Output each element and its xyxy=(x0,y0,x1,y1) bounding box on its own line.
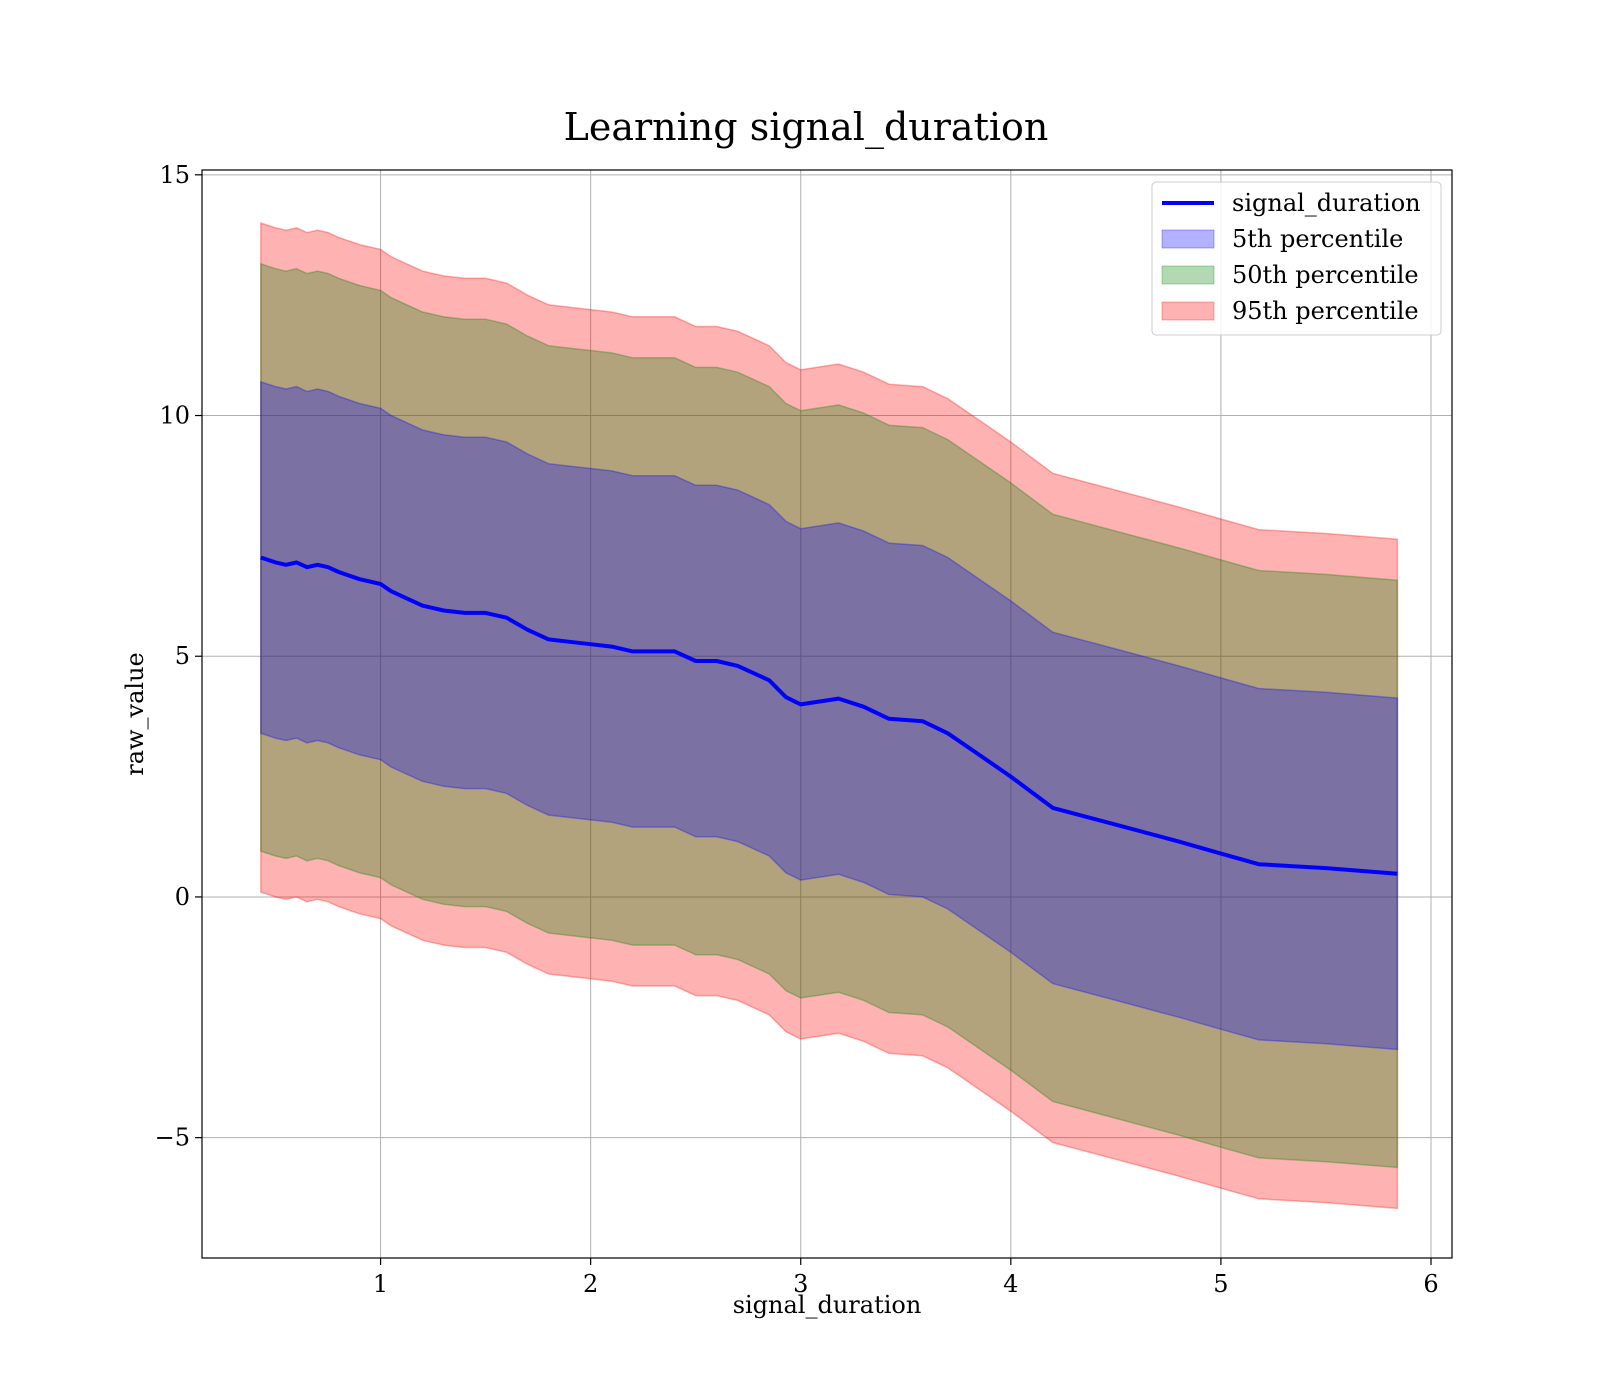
series-line xyxy=(260,555,1398,876)
band-50th-percentile xyxy=(260,262,1399,1169)
legend-label-0: signal_duration xyxy=(1232,189,1421,217)
chart-title: Learning signal_duration xyxy=(564,105,1049,150)
bands xyxy=(260,221,1399,1210)
band-95th-percentile xyxy=(260,221,1399,1210)
x-tick-label-5: 6 xyxy=(1423,1270,1438,1298)
legend-label-2: 50th percentile xyxy=(1232,261,1419,289)
y-tick-label-0: −5 xyxy=(155,1124,190,1152)
x-tick-label-4: 5 xyxy=(1213,1270,1228,1298)
x-tick-label-1: 2 xyxy=(583,1270,598,1298)
x-axis-label: signal_duration xyxy=(733,1291,922,1319)
y-tick-label-2: 5 xyxy=(175,642,190,670)
series-line-signal-duration xyxy=(260,555,1398,876)
x-tick-label-0: 1 xyxy=(373,1270,388,1298)
y-tick-label-1: 0 xyxy=(175,883,190,911)
legend-label-3: 95th percentile xyxy=(1232,297,1419,325)
x-tick-label-2: 3 xyxy=(793,1270,808,1298)
band-5th-percentile xyxy=(260,380,1399,1051)
y-axis-label: raw_value xyxy=(121,652,149,776)
legend-swatch-1 xyxy=(1161,229,1215,249)
x-tick-label-3: 4 xyxy=(1003,1270,1018,1298)
y-tick-label-4: 15 xyxy=(159,161,190,189)
legend-label-1: 5th percentile xyxy=(1232,225,1403,253)
plot-frame xyxy=(201,169,1453,1259)
legend-box xyxy=(1151,181,1442,336)
legend-swatch-3 xyxy=(1161,301,1215,321)
grid xyxy=(202,170,1452,1258)
legend-swatch-2 xyxy=(1161,265,1215,285)
y-tick-label-3: 10 xyxy=(159,402,190,430)
y-axis: −5 0 5 10 15 xyxy=(155,161,202,1152)
legend: signal_duration 5th percentile 50th percen… xyxy=(1151,181,1442,336)
x-axis: 1 2 3 4 5 6 xyxy=(373,1258,1439,1298)
